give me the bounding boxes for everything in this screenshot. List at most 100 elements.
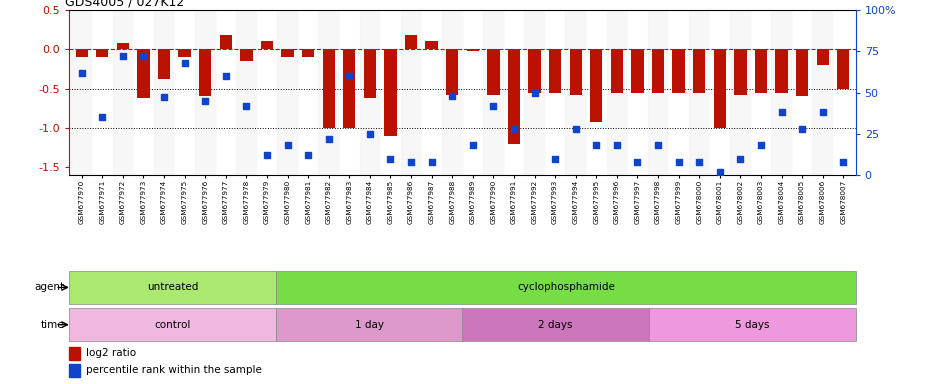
Text: agent: agent (34, 282, 65, 293)
Bar (96, 49, 108, 57)
Bar (261, 41, 273, 49)
Text: GDS4005 / 027K12: GDS4005 / 027K12 (66, 0, 185, 9)
Point (465, 142, 480, 149)
Bar (709, 10, 730, 175)
Bar (92, 10, 113, 175)
Point (754, 142, 769, 149)
Bar (545, 10, 565, 175)
Point (568, 126, 583, 132)
Bar (154, 10, 174, 175)
Bar (771, 10, 792, 175)
Point (445, 93, 460, 99)
Text: untreated: untreated (147, 282, 199, 293)
Bar (524, 10, 545, 175)
Bar (69, 308, 277, 341)
Bar (631, 49, 644, 93)
Point (74, 70, 89, 76)
Point (527, 89, 542, 96)
Bar (380, 10, 401, 175)
Point (239, 103, 253, 109)
Bar (837, 49, 849, 89)
Bar (607, 10, 627, 175)
Bar (648, 10, 669, 175)
Point (321, 136, 336, 142)
Bar (648, 308, 856, 341)
Bar (565, 10, 586, 175)
Bar (508, 49, 520, 144)
Point (774, 109, 789, 116)
Point (383, 156, 398, 162)
Bar (174, 10, 195, 175)
Bar (442, 10, 462, 175)
Bar (672, 49, 684, 93)
Bar (401, 10, 421, 175)
Bar (219, 35, 232, 49)
Bar (71, 10, 92, 175)
Bar (775, 49, 788, 93)
Bar (318, 10, 339, 175)
Point (218, 73, 233, 79)
Text: 5 days: 5 days (735, 319, 770, 330)
Bar (360, 10, 380, 175)
Bar (487, 49, 500, 95)
Bar (421, 10, 442, 175)
Bar (277, 271, 856, 304)
Bar (384, 49, 397, 136)
Bar (278, 10, 298, 175)
Bar (610, 49, 623, 93)
Bar (812, 10, 833, 175)
Bar (693, 49, 706, 93)
Point (363, 131, 377, 137)
Text: percentile rank within the sample: percentile rank within the sample (86, 365, 262, 375)
Bar (833, 10, 854, 175)
Text: 2 days: 2 days (538, 319, 573, 330)
Bar (343, 49, 355, 128)
Bar (462, 308, 648, 341)
Bar (298, 10, 318, 175)
Bar (113, 10, 133, 175)
Point (95, 114, 110, 121)
Bar (734, 49, 746, 95)
Point (815, 109, 830, 116)
Bar (69, 364, 80, 377)
Bar (446, 49, 459, 95)
Point (198, 98, 213, 104)
Point (836, 159, 851, 165)
Point (548, 156, 562, 162)
Point (260, 152, 275, 158)
Bar (549, 49, 561, 93)
Bar (364, 49, 376, 98)
Bar (483, 10, 504, 175)
Point (280, 142, 295, 149)
Bar (792, 10, 812, 175)
Bar (195, 10, 216, 175)
Point (342, 73, 357, 79)
Bar (179, 49, 191, 57)
Bar (199, 49, 212, 96)
Bar (76, 49, 88, 57)
Bar (302, 49, 314, 57)
Bar (216, 10, 236, 175)
Bar (281, 49, 294, 57)
Point (486, 103, 500, 109)
Bar (586, 10, 607, 175)
Bar (669, 10, 689, 175)
Bar (405, 35, 417, 49)
Bar (817, 49, 829, 65)
Bar (713, 49, 726, 128)
Point (630, 159, 645, 165)
Point (733, 156, 747, 162)
Point (403, 159, 418, 165)
Bar (796, 49, 808, 96)
Point (610, 142, 624, 149)
Bar (69, 271, 277, 304)
Bar (69, 347, 80, 360)
Bar (236, 10, 256, 175)
Bar (137, 49, 150, 98)
Point (301, 152, 315, 158)
Bar (652, 49, 664, 93)
Bar (689, 10, 709, 175)
Text: 1 day: 1 day (355, 319, 384, 330)
Point (650, 142, 665, 149)
Point (116, 53, 130, 59)
